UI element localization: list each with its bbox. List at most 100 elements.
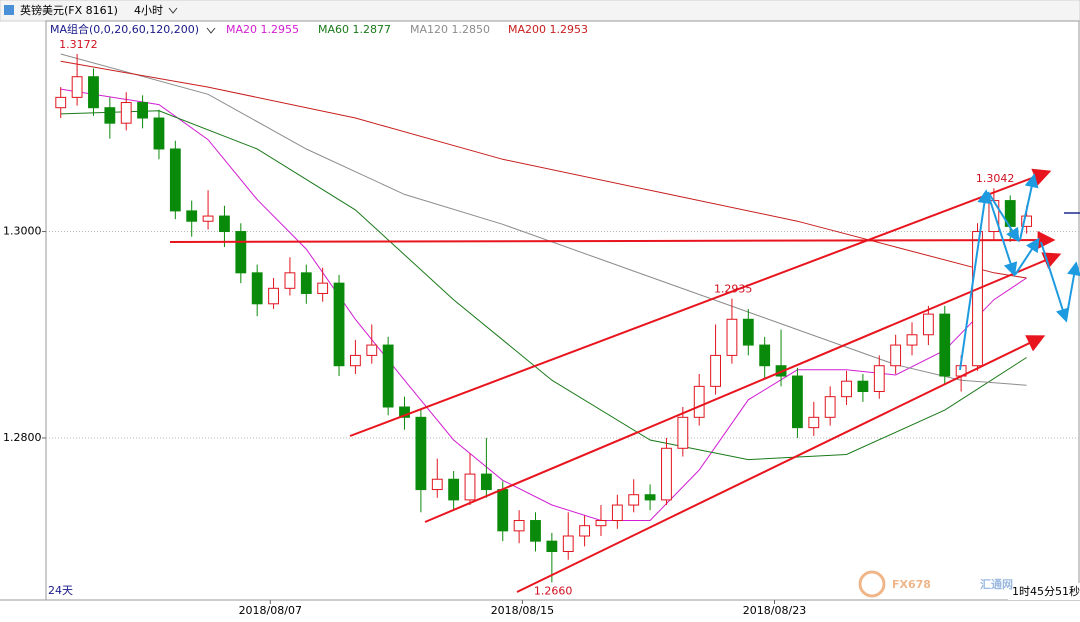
candle-body [448, 478, 460, 501]
x-tick-label: 2018/08/15 [491, 604, 554, 617]
candle-body [857, 380, 869, 393]
y-tick-label: 1.3000 [3, 225, 42, 238]
candle-body [562, 535, 574, 552]
candle-body [399, 406, 410, 418]
candle-body [595, 520, 607, 527]
indicator-dropdown[interactable] [206, 27, 216, 34]
candle-body [890, 344, 902, 367]
candle-body [480, 473, 492, 491]
candle-body [513, 520, 525, 532]
legend-name: MA200 [508, 23, 546, 36]
extreme-label: 1.2935 [714, 283, 753, 296]
candle-body [644, 494, 656, 501]
candle-body [972, 231, 983, 367]
ma-line [60, 60, 1027, 279]
candle-body [186, 210, 198, 222]
candle-body [268, 287, 279, 305]
candle-body [431, 478, 443, 491]
candle-body [808, 416, 820, 429]
arrow [987, 191, 1020, 243]
candle-body [333, 282, 345, 367]
legend-value: 1.2955 [261, 23, 300, 36]
symbol-title[interactable]: 英镑美元(FX 8161) [20, 3, 118, 17]
candle-body [742, 318, 754, 346]
candle-body [120, 102, 132, 124]
candle-body [759, 344, 771, 367]
countdown-bg [1008, 583, 1080, 600]
candle-body [366, 344, 378, 356]
candle-body [104, 107, 116, 124]
ma-line [60, 110, 1027, 461]
legend-value: 1.2953 [550, 23, 589, 36]
legend-value: 1.2877 [353, 23, 392, 36]
legend-name: MA120 [410, 23, 448, 36]
candle-body [1021, 215, 1033, 227]
candle-body [153, 117, 165, 150]
candle-body [792, 375, 803, 429]
y-tick-label: 1.2800 [3, 431, 42, 444]
arrow [1014, 237, 1040, 276]
extreme-label: 1.2660 [534, 584, 573, 597]
candle-body [71, 76, 83, 98]
candle-body [137, 102, 148, 119]
legend-entry: MA200 1.2953 [508, 23, 588, 36]
arrow [1040, 241, 1070, 323]
candle-body [284, 272, 296, 289]
candle-body [726, 318, 738, 356]
x-tick-label: 2018/08/23 [743, 604, 806, 617]
candle-body [922, 313, 934, 336]
span-label: 24天 [48, 584, 73, 597]
candle-body [677, 416, 689, 449]
candle-body [497, 489, 509, 532]
watermark: FX678 汇通网 [858, 570, 1013, 598]
candle-body [317, 282, 329, 294]
candle-body [349, 354, 361, 367]
candle-body [546, 540, 558, 552]
candle-body [906, 334, 918, 346]
candle-body [824, 396, 836, 418]
forecast-arrows [959, 173, 1080, 371]
candle-body [202, 215, 214, 222]
watermark-site: 汇通网 [980, 578, 1013, 591]
candle-body [251, 272, 263, 305]
candle-body [382, 344, 394, 408]
candle-body [628, 494, 640, 506]
legend-entry: MA60 1.2877 [318, 23, 391, 36]
candle-body [300, 272, 312, 294]
candle-body [873, 365, 885, 393]
candle-body [88, 76, 99, 109]
countdown: 1时45分51秒 [1012, 584, 1080, 598]
candle-body [611, 504, 623, 522]
candle-body [235, 231, 247, 274]
trend-lines [169, 168, 1062, 593]
trend-line [424, 252, 1062, 523]
watermark-brand: FX678 [892, 578, 931, 591]
candle-body [710, 354, 721, 387]
candle-body [530, 520, 541, 542]
symbol-icon[interactable] [4, 5, 14, 15]
candle-body [169, 148, 181, 212]
x-tick-label: 2018/08/07 [239, 604, 302, 617]
candle-body [415, 416, 427, 491]
candle-body [219, 215, 230, 233]
candle-body [939, 313, 951, 377]
trend-line [349, 168, 1052, 437]
interval-dropdown[interactable] [168, 7, 178, 14]
candle-body [841, 380, 852, 398]
legend-name: MA60 [318, 23, 349, 36]
trend-line [169, 231, 1056, 250]
ma-line [60, 53, 1027, 386]
interval[interactable]: 4小时 [134, 4, 163, 17]
candle-body [693, 385, 705, 418]
arrow [1065, 261, 1080, 321]
arrow [959, 189, 992, 371]
indicator-label: MA组合(0,0,20,60,120,200) [50, 22, 199, 36]
candle-body [55, 96, 67, 109]
arrow [1019, 173, 1039, 241]
legend-entry: MA120 1.2850 [410, 23, 490, 36]
legend-entry: MA20 1.2955 [226, 23, 299, 36]
candle-body [579, 525, 591, 537]
arrow [987, 193, 1018, 277]
